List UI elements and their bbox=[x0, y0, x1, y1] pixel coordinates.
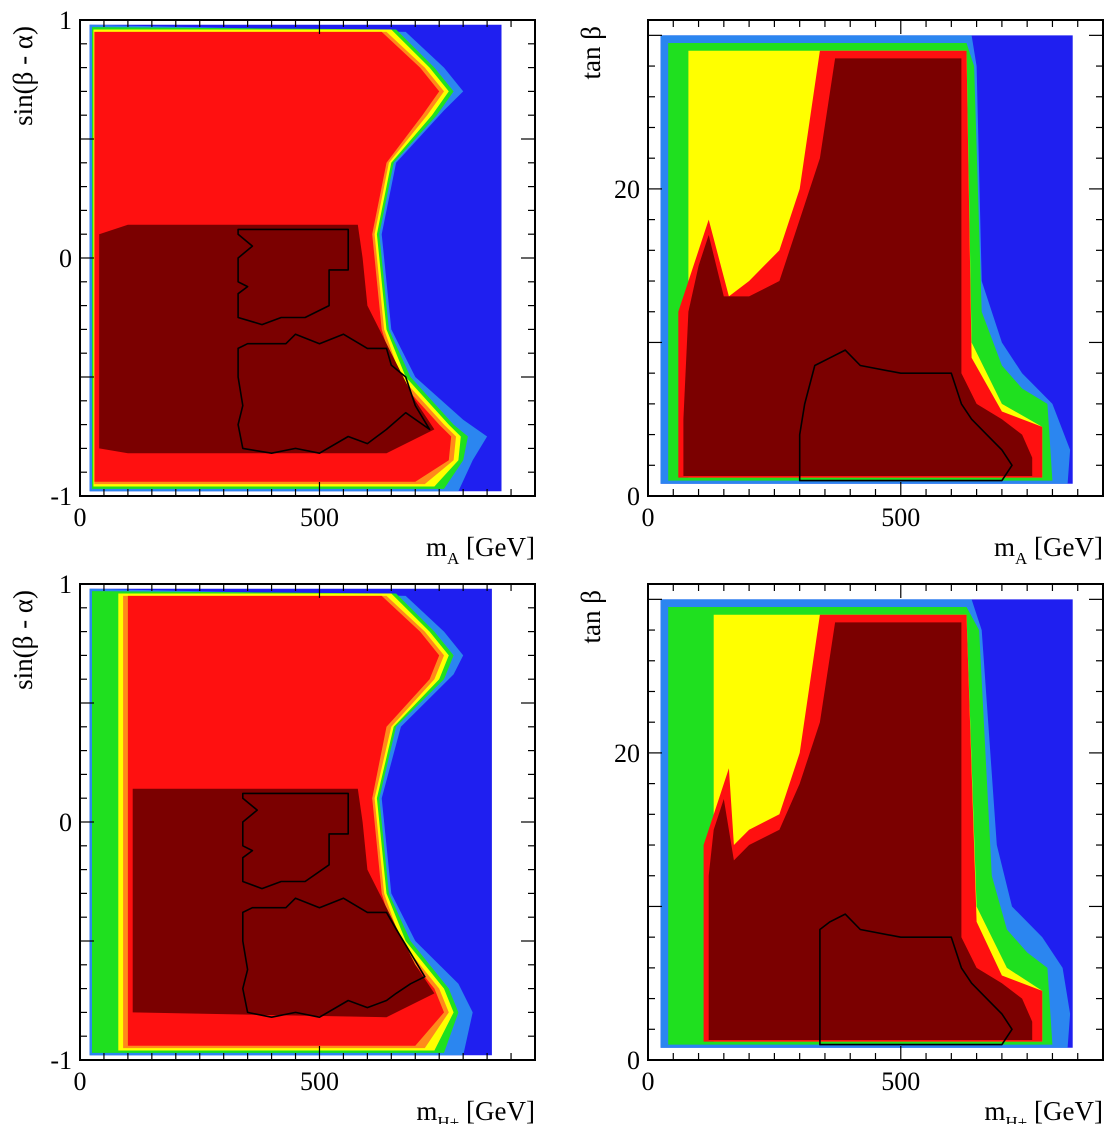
x-axis-label: mA [GeV] bbox=[426, 532, 535, 568]
region-dark-red bbox=[683, 58, 1033, 477]
x-tick-label: 500 bbox=[881, 503, 920, 532]
x-axis-label: mA [GeV] bbox=[994, 532, 1103, 568]
x-axis-label-unit: [GeV] bbox=[459, 532, 535, 562]
region-dark-red bbox=[132, 788, 435, 1018]
tick-marks bbox=[647, 584, 1104, 1061]
x-axis-label-unit: [GeV] bbox=[1027, 1096, 1103, 1124]
x-axis-label: mH+ [GeV] bbox=[984, 1096, 1103, 1124]
x-axis-label-sub: H+ bbox=[1005, 1113, 1027, 1124]
x-tick-label: 500 bbox=[300, 503, 339, 532]
plot-area bbox=[660, 35, 1073, 484]
x-axis-label: mH+ [GeV] bbox=[416, 1096, 535, 1124]
x-axis-label-sub: H+ bbox=[437, 1113, 459, 1124]
contour-line bbox=[819, 913, 1013, 1046]
plot-area bbox=[660, 599, 1073, 1048]
x-axis-label-unit: [GeV] bbox=[459, 1096, 535, 1124]
y-axis-label: tan β bbox=[576, 590, 606, 643]
y-tick-label: 0 bbox=[627, 482, 640, 511]
tick-marks bbox=[647, 20, 1104, 497]
region-dark-red bbox=[99, 224, 435, 454]
y-tick-label: 20 bbox=[614, 175, 640, 204]
region-dark-red bbox=[708, 622, 1033, 1040]
tick-marks bbox=[79, 19, 536, 497]
y-tick-label: 1 bbox=[59, 570, 72, 599]
y-tick-label: 1 bbox=[59, 6, 72, 35]
contour-line bbox=[237, 333, 431, 455]
x-tick-label: 0 bbox=[642, 1067, 655, 1096]
y-tick-label: 0 bbox=[59, 808, 72, 837]
contour-line bbox=[242, 897, 426, 1019]
y-axis-label: sin(β - α) bbox=[8, 26, 38, 126]
x-tick-label: 0 bbox=[74, 1067, 87, 1096]
y-tick-label: -1 bbox=[50, 482, 72, 511]
panel-bottom-right: 0 500 0 20 mH+ [GeV] tan β bbox=[576, 583, 1104, 1124]
contour-line bbox=[237, 228, 350, 326]
contour-line bbox=[798, 349, 1013, 482]
y-axis-label: tan β bbox=[576, 26, 606, 79]
x-axis-label-sub: A bbox=[1015, 549, 1028, 568]
x-tick-label: 0 bbox=[74, 503, 87, 532]
y-tick-label: 0 bbox=[627, 1046, 640, 1075]
x-tick-label: 0 bbox=[642, 503, 655, 532]
y-tick-label: 0 bbox=[59, 244, 72, 273]
x-axis-label-main: m bbox=[416, 1096, 437, 1124]
x-axis-label-unit: [GeV] bbox=[1027, 532, 1103, 562]
x-axis-label-sub: A bbox=[447, 549, 460, 568]
x-axis-label-main: m bbox=[994, 532, 1015, 562]
x-tick-label: 500 bbox=[300, 1067, 339, 1096]
contour-line bbox=[242, 792, 350, 890]
y-axis-label: sin(β - α) bbox=[8, 590, 38, 690]
x-axis-label-main: m bbox=[984, 1096, 1005, 1124]
tick-marks bbox=[79, 583, 536, 1061]
panel-top-right: 0 500 0 20 mA [GeV] tan β bbox=[576, 19, 1104, 568]
y-tick-label: 20 bbox=[614, 739, 640, 768]
x-tick-label: 500 bbox=[881, 1067, 920, 1096]
plot-area bbox=[89, 588, 492, 1056]
y-tick-label: -1 bbox=[50, 1046, 72, 1075]
plot-area bbox=[89, 24, 502, 492]
x-axis-label-main: m bbox=[426, 532, 447, 562]
